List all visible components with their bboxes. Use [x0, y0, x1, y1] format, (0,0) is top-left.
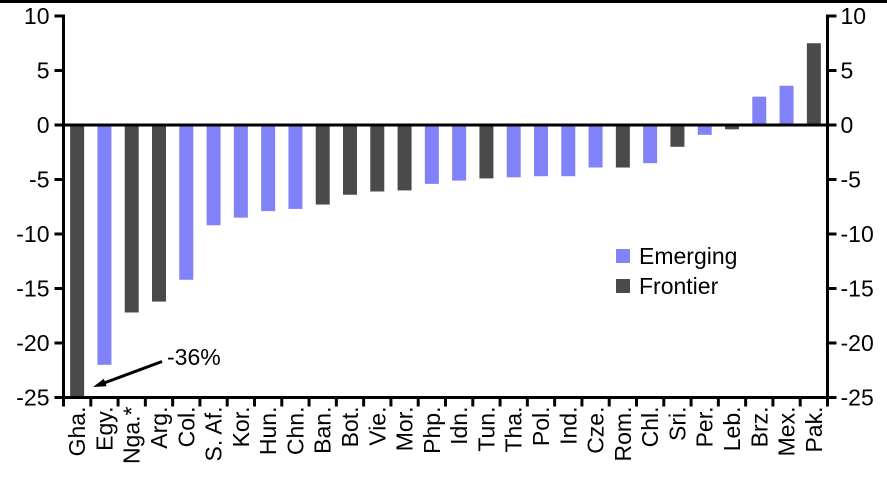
chart-legend: Emerging Frontier — [616, 241, 737, 301]
annotation-min-value: -36% — [167, 344, 221, 370]
y-tick-label-left-5: 5 — [37, 58, 50, 84]
bar-Chl. — [643, 125, 658, 164]
x-category-label-Mor.: Mor. — [392, 407, 418, 452]
bar-Leb. — [725, 125, 739, 130]
bar-Arg. — [152, 125, 166, 302]
x-category-label-Per.: Per. — [692, 407, 718, 448]
y-tick-label-right-10: 10 — [841, 3, 867, 29]
x-category-label-Chn.: Chn. — [282, 407, 308, 456]
y-tick-label-right--25: -25 — [841, 385, 874, 411]
bar-Hun. — [261, 125, 276, 212]
y-tick-label-left--25: -25 — [16, 385, 49, 411]
legend-item-emerging: Emerging — [616, 241, 737, 271]
x-category-label-Nga.*: Nga.* — [119, 406, 145, 464]
x-category-label-Mex.: Mex. — [774, 407, 800, 457]
x-category-label-Ind.: Ind. — [555, 407, 581, 445]
bar-Tun. — [479, 125, 494, 179]
x-category-label-Rom.: Rom. — [610, 407, 636, 462]
y-tick-label-left-10: 10 — [24, 3, 50, 29]
y-tick-label-right-5: 5 — [841, 58, 854, 84]
bar-Mor. — [397, 125, 412, 191]
y-tick-label-left--10: -10 — [16, 221, 49, 247]
x-category-label-Leb.: Leb. — [719, 407, 745, 452]
x-category-label-Chl.: Chl. — [637, 407, 663, 448]
y-tick-label-right--20: -20 — [841, 330, 874, 356]
bar-Rom. — [615, 125, 630, 168]
x-category-label-Tun.: Tun. — [473, 407, 499, 452]
x-category-label-Brz.: Brz. — [746, 407, 772, 448]
annotation-arrow-line — [103, 360, 163, 385]
x-category-label-Kor.: Kor. — [228, 407, 254, 448]
x-category-label-Hun.: Hun. — [255, 407, 281, 456]
x-category-label-Idn.: Idn. — [446, 407, 472, 445]
legend-swatch-emerging-icon — [616, 249, 630, 263]
x-category-label-Pak.: Pak. — [801, 407, 827, 453]
x-category-label-Arg.: Arg. — [146, 407, 172, 449]
x-category-label-Cze.: Cze. — [583, 407, 609, 454]
bar-Egy. — [97, 125, 112, 365]
annotation-arrowhead-icon — [93, 378, 107, 387]
y-tick-label-left--20: -20 — [16, 330, 49, 356]
bar-Kor. — [233, 125, 248, 218]
bar-Chn. — [288, 125, 303, 209]
bar-Brz. — [752, 96, 767, 125]
x-category-label-Bot.: Bot. — [337, 407, 363, 448]
y-tick-label-right-0: 0 — [841, 112, 854, 138]
x-category-label-Col.: Col. — [173, 407, 199, 448]
bar-Per. — [697, 125, 712, 135]
x-category-label-Tha.: Tha. — [501, 407, 527, 453]
bar-S. Af. — [206, 125, 221, 226]
bar-Col. — [179, 125, 194, 280]
x-category-label-Pol.: Pol. — [528, 407, 554, 447]
y-tick-label-right--15: -15 — [841, 276, 874, 302]
bar-Vie. — [370, 125, 385, 192]
y-tick-label-right--10: -10 — [841, 221, 874, 247]
x-category-label-Vie.: Vie. — [364, 407, 390, 446]
top-border-line — [0, 0, 887, 3]
bar-Sri. — [670, 125, 685, 147]
y-tick-label-left--15: -15 — [16, 276, 49, 302]
x-category-label-Gha.: Gha. — [64, 407, 90, 457]
bar-Idn. — [452, 125, 467, 181]
y-tick-label-left-0: 0 — [37, 112, 50, 138]
x-category-label-Sri.: Sri. — [664, 407, 690, 442]
y-tick-label-left--5: -5 — [29, 167, 49, 193]
bar-Gha. — [70, 125, 85, 398]
bar-Mex. — [779, 85, 794, 125]
x-category-label-Php.: Php. — [419, 407, 445, 454]
bar-Cze. — [588, 125, 603, 168]
bar-Ban. — [315, 125, 330, 205]
x-category-label-Ban.: Ban. — [310, 407, 336, 454]
bar-Nga.* — [124, 125, 139, 313]
bar-Pak. — [806, 43, 821, 125]
legend-label-frontier: Frontier — [639, 272, 719, 299]
bar-Pol. — [534, 125, 548, 177]
bar-Bot. — [343, 125, 357, 195]
legend-label-emerging: Emerging — [639, 242, 738, 269]
y-tick-label-right--5: -5 — [841, 167, 861, 193]
x-category-label-Egy.: Egy. — [91, 407, 117, 451]
bar-Tha. — [506, 125, 521, 178]
bar-Php. — [424, 125, 439, 184]
legend-item-frontier: Frontier — [616, 271, 737, 301]
legend-swatch-frontier-icon — [616, 279, 630, 293]
x-category-label-S. Af.: S. Af. — [201, 407, 227, 462]
bar-Ind. — [561, 125, 576, 177]
